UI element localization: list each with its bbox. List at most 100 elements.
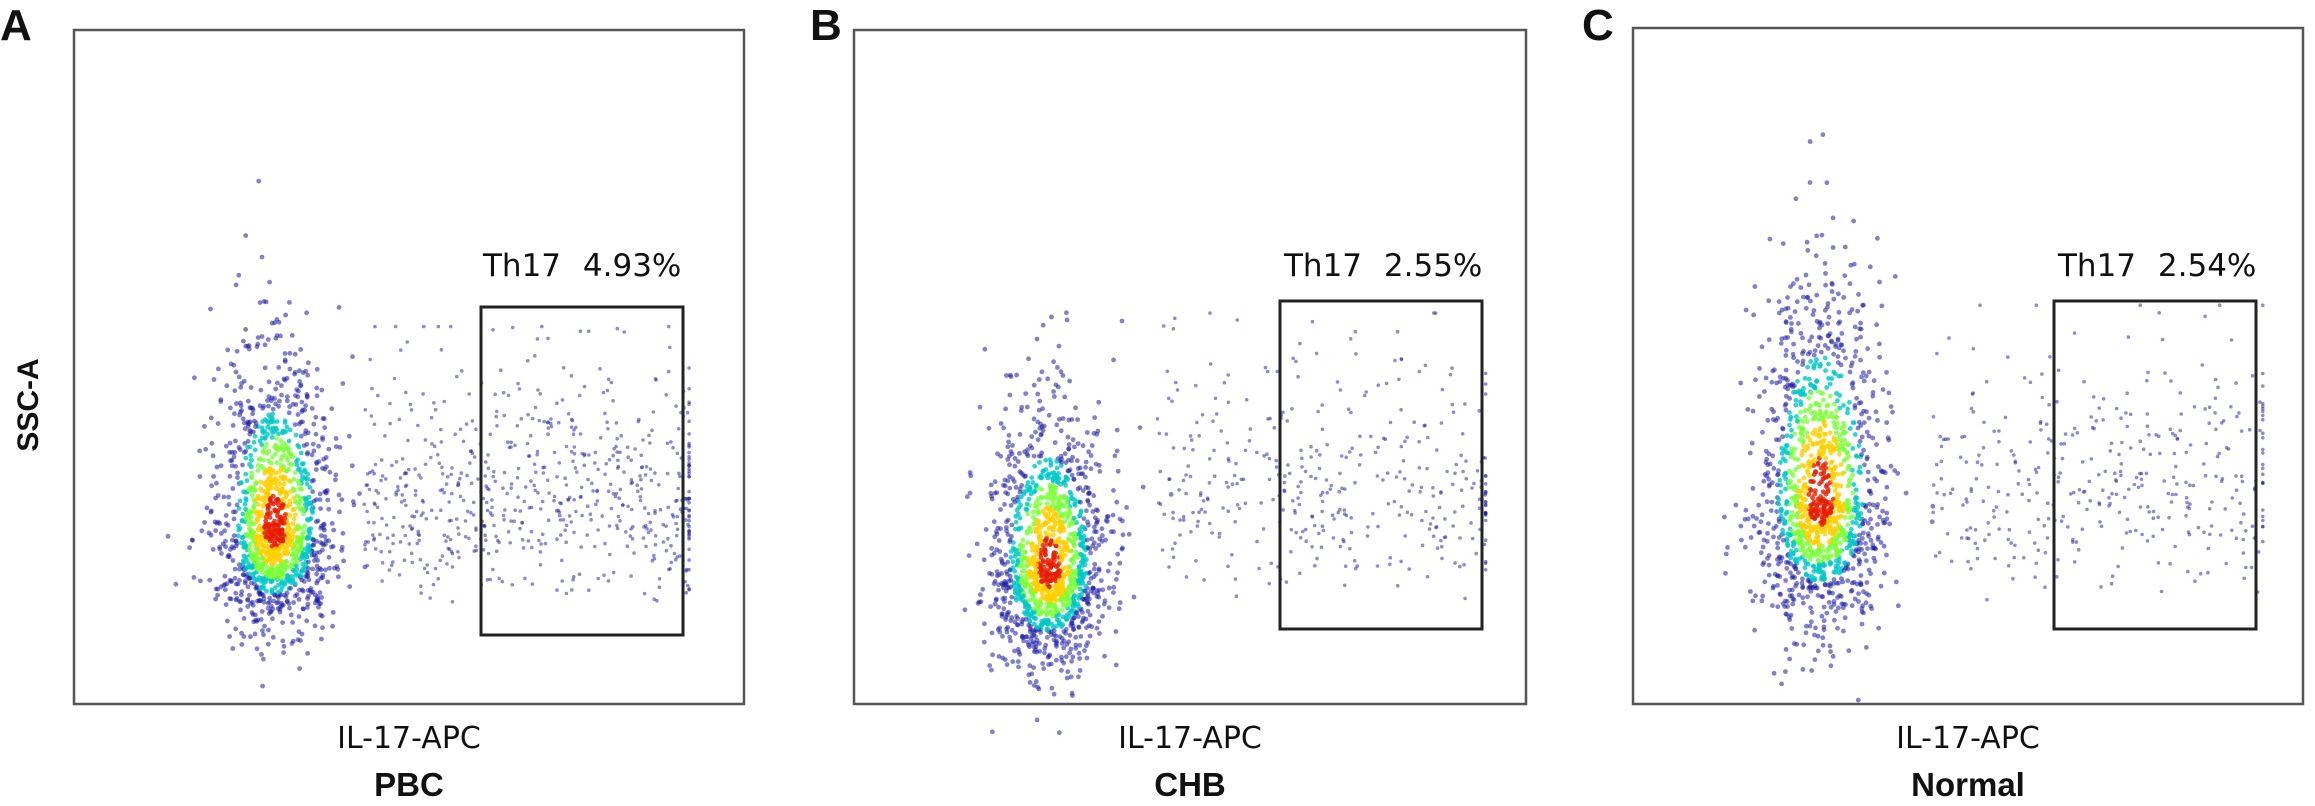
scatter-point bbox=[234, 348, 240, 354]
scatter-point bbox=[314, 580, 320, 586]
scatter-point bbox=[1093, 546, 1099, 551]
scatter-point bbox=[436, 576, 441, 581]
scatter-point bbox=[1793, 196, 1799, 202]
scatter-point bbox=[1025, 453, 1031, 459]
scatter-point bbox=[312, 623, 318, 629]
scatter-point bbox=[1111, 590, 1116, 595]
scatter-point bbox=[1059, 526, 1065, 532]
scatter-point bbox=[232, 411, 237, 417]
scatter-point bbox=[404, 483, 409, 488]
scatter-point bbox=[285, 503, 291, 509]
scatter-point bbox=[1448, 372, 1453, 377]
scatter-point bbox=[311, 498, 317, 504]
scatter-point bbox=[1776, 310, 1782, 316]
scatter-point bbox=[1775, 472, 1780, 478]
scatter-point bbox=[301, 507, 306, 513]
scatter-point bbox=[323, 567, 328, 573]
scatter-point bbox=[305, 372, 311, 378]
scatter-point bbox=[650, 428, 654, 433]
scatter-point bbox=[1458, 564, 1462, 569]
scatter-point bbox=[1384, 381, 1389, 386]
scatter-point bbox=[269, 415, 275, 421]
scatter-point bbox=[212, 519, 218, 525]
scatter-point bbox=[1083, 643, 1089, 649]
scatter-point bbox=[448, 324, 453, 329]
scatter-point bbox=[560, 398, 565, 402]
scatter-point bbox=[1184, 575, 1189, 579]
scatter-point bbox=[445, 562, 449, 566]
scatter-point bbox=[1054, 465, 1060, 471]
scatter-point bbox=[1158, 469, 1163, 474]
scatter-point bbox=[1057, 494, 1063, 499]
scatter-point bbox=[1113, 629, 1119, 634]
scatter-point bbox=[626, 504, 630, 509]
scatter-point bbox=[1399, 444, 1404, 449]
scatter-point bbox=[499, 368, 503, 373]
scatter-point bbox=[393, 324, 398, 329]
scatter-point bbox=[1052, 394, 1057, 399]
scatter-point bbox=[1828, 663, 1834, 669]
scatter-point bbox=[1052, 596, 1057, 601]
scatter-point bbox=[285, 575, 291, 581]
scatter-point bbox=[1226, 373, 1230, 377]
scatter-point bbox=[1839, 471, 1845, 477]
scatter-point bbox=[274, 446, 279, 451]
scatter-point bbox=[1431, 516, 1435, 520]
scatter-point bbox=[1817, 428, 1823, 433]
scatter-point bbox=[266, 458, 271, 464]
scatter-point bbox=[618, 519, 622, 523]
scatter-point bbox=[440, 487, 445, 492]
scatter-point bbox=[1294, 530, 1298, 535]
scatter-point bbox=[1443, 535, 1448, 539]
scatter-point bbox=[1226, 509, 1231, 513]
scatter-point bbox=[1880, 387, 1886, 392]
scatter-point bbox=[271, 523, 276, 528]
scatter-point bbox=[672, 551, 677, 556]
scatter-point bbox=[1349, 410, 1353, 415]
scatter-point bbox=[991, 519, 997, 525]
scatter-point bbox=[635, 483, 639, 488]
scatter-point bbox=[1062, 451, 1068, 457]
scatter-point bbox=[1850, 385, 1856, 391]
scatter-point bbox=[596, 576, 600, 581]
scatter-point bbox=[1419, 485, 1424, 490]
scatter-point bbox=[1282, 488, 1286, 493]
scatter-point bbox=[520, 520, 524, 525]
scatter-point bbox=[224, 383, 230, 389]
scatter-point bbox=[1770, 603, 1775, 608]
scatter-point bbox=[1062, 519, 1068, 524]
scatter-point bbox=[1064, 616, 1070, 622]
scatter-point bbox=[1106, 585, 1112, 591]
scatter-point bbox=[1015, 592, 1021, 597]
scatter-point bbox=[530, 545, 534, 550]
scatter-point bbox=[1230, 553, 1234, 557]
scatter-point bbox=[540, 532, 545, 537]
scatter-point bbox=[572, 445, 577, 449]
group-label-b: CHB bbox=[1154, 766, 1226, 803]
scatter-point bbox=[258, 551, 264, 556]
scatter-point bbox=[1859, 621, 1865, 627]
scatter-point bbox=[1116, 606, 1122, 612]
scatter-point bbox=[257, 496, 263, 502]
scatter-point bbox=[1849, 526, 1854, 532]
scatter-point bbox=[1793, 583, 1798, 589]
scatter-point bbox=[281, 481, 287, 487]
scatter-point bbox=[516, 495, 520, 500]
scatter-point bbox=[1373, 450, 1378, 455]
scatter-point bbox=[1017, 652, 1023, 657]
scatter-point bbox=[275, 496, 281, 502]
scatter-point bbox=[225, 618, 230, 624]
scatter-point bbox=[237, 578, 242, 583]
scatter-point bbox=[1031, 591, 1036, 597]
scatter-point bbox=[1195, 524, 1200, 528]
scatter-point bbox=[608, 482, 613, 487]
scatter-point bbox=[1831, 351, 1836, 357]
scatter-point bbox=[509, 445, 513, 449]
scatter-point bbox=[316, 443, 321, 449]
scatter-point bbox=[1031, 416, 1037, 422]
scatter-point bbox=[1078, 508, 1084, 514]
scatter-point bbox=[684, 567, 689, 572]
scatter-point bbox=[1312, 523, 1317, 528]
scatter-point bbox=[1083, 459, 1089, 465]
scatter-point bbox=[295, 412, 301, 417]
